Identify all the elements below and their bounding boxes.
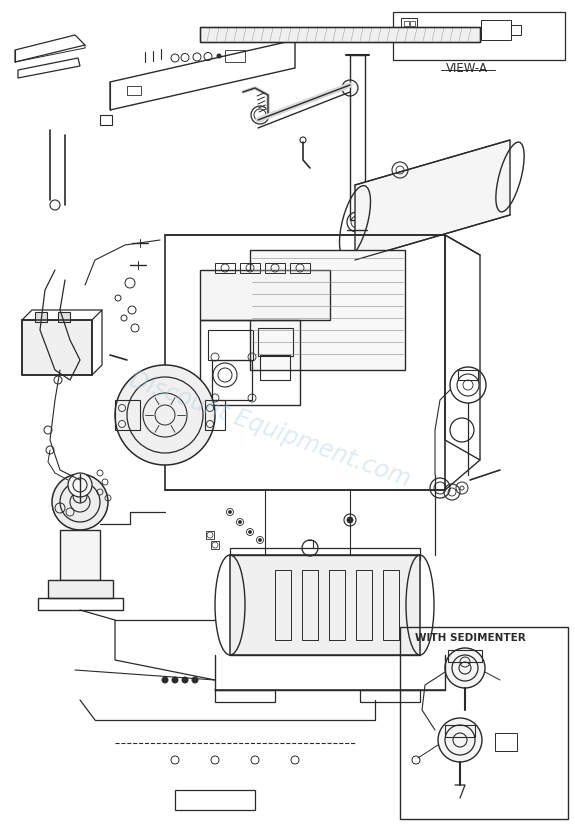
Bar — [35, 312, 47, 322]
Bar — [275, 570, 291, 640]
Bar — [350, 55, 365, 220]
Bar — [58, 312, 70, 322]
Bar — [206, 531, 214, 539]
Bar — [400, 627, 568, 819]
Circle shape — [115, 365, 215, 465]
Bar — [410, 21, 415, 26]
Bar — [38, 598, 123, 610]
Bar — [383, 570, 399, 640]
Bar — [458, 370, 478, 380]
Circle shape — [182, 677, 188, 683]
Bar — [360, 690, 420, 702]
Bar — [100, 115, 112, 125]
Bar — [481, 20, 511, 40]
Bar — [22, 320, 92, 375]
Bar — [200, 270, 330, 320]
Bar — [230, 555, 420, 655]
Bar — [115, 400, 140, 430]
Bar — [302, 570, 318, 640]
Circle shape — [471, 35, 475, 39]
Bar — [265, 263, 285, 273]
Bar — [250, 250, 405, 370]
Bar — [393, 12, 565, 60]
Bar — [258, 328, 293, 356]
Circle shape — [228, 510, 232, 514]
Bar — [495, 733, 517, 751]
Bar — [215, 263, 235, 273]
Text: VIEW-A: VIEW-A — [446, 61, 488, 74]
Circle shape — [248, 530, 251, 533]
Circle shape — [445, 648, 485, 688]
Bar — [401, 18, 417, 32]
Bar — [215, 690, 275, 702]
Bar — [200, 320, 300, 405]
Bar — [205, 400, 225, 430]
Text: WITH SEDIMENTER: WITH SEDIMENTER — [415, 633, 526, 643]
Bar — [404, 21, 409, 26]
Bar — [175, 790, 255, 810]
Text: Discount Equipment.com: Discount Equipment.com — [126, 368, 414, 492]
Bar — [211, 541, 219, 549]
Bar — [208, 330, 253, 360]
Circle shape — [438, 718, 482, 762]
Bar — [60, 530, 100, 580]
Circle shape — [192, 677, 198, 683]
Circle shape — [68, 473, 92, 497]
Polygon shape — [200, 27, 480, 42]
Bar — [290, 263, 310, 273]
Circle shape — [347, 517, 353, 523]
Circle shape — [217, 54, 221, 58]
Circle shape — [52, 474, 108, 530]
Circle shape — [172, 677, 178, 683]
Bar — [511, 25, 521, 35]
Bar — [127, 86, 141, 95]
Bar — [356, 570, 372, 640]
Bar — [212, 360, 252, 400]
Bar — [240, 263, 260, 273]
Bar — [260, 355, 290, 380]
Polygon shape — [355, 140, 510, 260]
Circle shape — [259, 538, 262, 542]
Bar — [448, 650, 482, 662]
Circle shape — [239, 520, 242, 523]
Bar — [329, 570, 345, 640]
Bar — [445, 725, 475, 737]
Circle shape — [162, 677, 168, 683]
Bar — [48, 580, 113, 598]
Bar — [225, 50, 245, 62]
